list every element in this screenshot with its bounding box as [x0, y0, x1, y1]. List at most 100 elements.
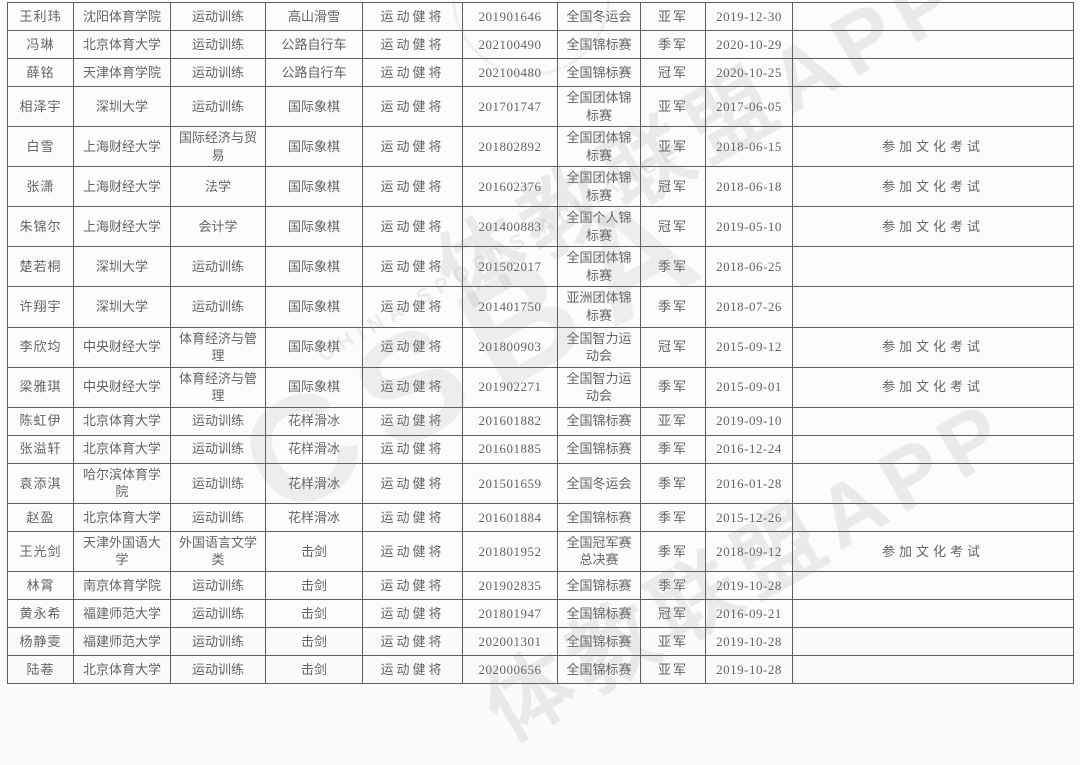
cell-sport: 国际象棋	[265, 126, 363, 168]
cell-title: 运动健将	[362, 126, 463, 168]
cell-university: 沈阳体育学院	[73, 2, 171, 31]
cell-sport: 国际象棋	[265, 286, 363, 328]
cell-result: 季军	[640, 462, 706, 504]
cell-result: 季军	[640, 286, 706, 328]
cell-note: 参加文化考试	[792, 530, 1074, 572]
cell-note	[792, 58, 1074, 87]
cell-cert_no: 201601882	[462, 406, 558, 436]
cell-university: 福建师范大学	[73, 598, 171, 628]
cell-result: 亚军	[640, 626, 706, 656]
cell-major: 运动训练	[170, 434, 266, 464]
cell-result: 季军	[640, 366, 706, 408]
cell-cert_no: 201501659	[462, 462, 558, 504]
cell-title: 运动健将	[362, 502, 463, 532]
cell-sport: 国际象棋	[265, 206, 363, 248]
cell-competition: 全国冬运会	[557, 2, 641, 31]
cell-name: 白雪	[7, 126, 74, 168]
cell-cert_no: 201601885	[462, 434, 558, 464]
cell-result: 亚军	[640, 406, 706, 436]
cell-cert_no: 202100480	[462, 58, 558, 87]
cell-sport: 国际象棋	[265, 366, 363, 408]
cell-cert_no: 201801952	[462, 530, 558, 572]
cell-major: 运动训练	[170, 462, 266, 504]
cell-university: 北京体育大学	[73, 502, 171, 532]
table-row: 杨静雯 福建师范大学 运动训练 击剑 运动健将 202001301 全国锦标赛 亚军 2019-…	[7, 626, 1074, 656]
table-row: 林霄 南京体育学院 运动训练 击剑 运动健将 201902835 全国锦标赛 季军 2019-1…	[7, 570, 1074, 600]
cell-note	[792, 286, 1074, 328]
cell-name: 冯琳	[7, 30, 74, 59]
cell-competition: 全国团体锦标赛	[557, 246, 641, 288]
table-row: 冯琳 北京体育大学 运动训练 公路自行车 运动健将 202100490 全国锦标赛 季军 202…	[7, 30, 1074, 59]
table-row: 白雪 上海财经大学 国际经济与贸易 国际象棋 运动健将 201802892 全国团体锦标赛亚…	[7, 126, 1074, 168]
cell-title: 运动健将	[362, 30, 463, 59]
cell-cert_no: 201400883	[462, 206, 558, 248]
cell-result: 季军	[640, 434, 706, 464]
table-row: 黄永希 福建师范大学 运动训练 击剑 运动健将 201801947 全国锦标赛 冠军 2016-…	[7, 598, 1074, 628]
cell-sport: 击剑	[265, 530, 363, 572]
scanned-document-page: 王利玮 沈阳体育学院 运动训练 高山滑雪 运动健将 201901646 全国冬运会 亚军 201…	[7, 0, 1074, 760]
cell-note: 参加文化考试	[792, 326, 1074, 368]
cell-sport: 国际象棋	[265, 166, 363, 208]
cell-competition: 全国团体锦标赛	[557, 126, 641, 168]
cell-sport: 公路自行车	[265, 30, 363, 59]
cell-date: 2016-12-24	[705, 434, 793, 464]
cell-result: 季军	[640, 30, 706, 59]
cell-result: 季军	[640, 502, 706, 532]
cell-name: 袁添淇	[7, 462, 74, 504]
table-row: 赵盈 北京体育大学 运动训练 花样滑冰 运动健将 201601884 全国锦标赛 季军 2015…	[7, 502, 1074, 532]
cell-sport: 国际象棋	[265, 326, 363, 368]
table-row: 张潇 上海财经大学 法学 国际象棋 运动健将 201602376 全国团体锦标赛 冠军 2018…	[7, 166, 1074, 208]
cell-name: 林霄	[7, 570, 74, 600]
cell-sport: 花样滑冰	[265, 406, 363, 436]
cell-cert_no: 201502017	[462, 246, 558, 288]
cell-major: 运动训练	[170, 406, 266, 436]
cell-date: 2020-10-29	[705, 30, 793, 59]
cell-date: 2018-09-12	[705, 530, 793, 572]
cell-sport: 击剑	[265, 654, 363, 684]
cell-date: 2019-09-10	[705, 406, 793, 436]
cell-result: 冠军	[640, 598, 706, 628]
cell-result: 冠军	[640, 206, 706, 248]
cell-cert_no: 201602376	[462, 166, 558, 208]
cell-result: 亚军	[640, 654, 706, 684]
cell-major: 运动训练	[170, 58, 266, 87]
cell-date: 2017-06-05	[705, 85, 793, 128]
athlete-table: 王利玮 沈阳体育学院 运动训练 高山滑雪 运动健将 201901646 全国冬运会 亚军 201…	[7, 2, 1074, 684]
cell-title: 运动健将	[362, 58, 463, 87]
cell-date: 2020-10-25	[705, 58, 793, 87]
cell-major: 运动训练	[170, 85, 266, 128]
cell-competition: 亚洲团体锦标赛	[557, 286, 641, 328]
cell-title: 运动健将	[362, 406, 463, 436]
cell-date: 2016-09-21	[705, 598, 793, 628]
cell-name: 陆菤	[7, 654, 74, 684]
cell-competition: 全国锦标赛	[557, 434, 641, 464]
table-row: 王利玮 沈阳体育学院 运动训练 高山滑雪 运动健将 201901646 全国冬运会 亚军 201…	[7, 2, 1074, 31]
cell-cert_no: 201701747	[462, 85, 558, 128]
cell-name: 陈虹伊	[7, 406, 74, 436]
cell-note	[792, 406, 1074, 436]
cell-sport: 花样滑冰	[265, 502, 363, 532]
cell-competition: 全国锦标赛	[557, 626, 641, 656]
cell-result: 季军	[640, 246, 706, 288]
cell-major: 运动训练	[170, 246, 266, 288]
cell-title: 运动健将	[362, 626, 463, 656]
cell-note	[792, 246, 1074, 288]
cell-note: 参加文化考试	[792, 206, 1074, 248]
table-row: 张溢轩 北京体育大学 运动训练 花样滑冰 运动健将 201601885 全国锦标赛 季军 201…	[7, 434, 1074, 464]
cell-competition: 全国冠军赛总决赛	[557, 530, 641, 572]
cell-major: 运动训练	[170, 598, 266, 628]
cell-date: 2018-06-25	[705, 246, 793, 288]
cell-major: 运动训练	[170, 502, 266, 532]
cell-major: 体育经济与管理	[170, 326, 266, 368]
cell-title: 运动健将	[362, 434, 463, 464]
cell-university: 南京体育学院	[73, 570, 171, 600]
cell-title: 运动健将	[362, 166, 463, 208]
cell-university: 福建师范大学	[73, 626, 171, 656]
cell-university: 上海财经大学	[73, 126, 171, 168]
cell-university: 北京体育大学	[73, 30, 171, 59]
cell-competition: 全国冬运会	[557, 462, 641, 504]
cell-competition: 全国智力运动会	[557, 366, 641, 408]
cell-note	[792, 434, 1074, 464]
cell-note	[792, 30, 1074, 59]
cell-name: 楚若桐	[7, 246, 74, 288]
